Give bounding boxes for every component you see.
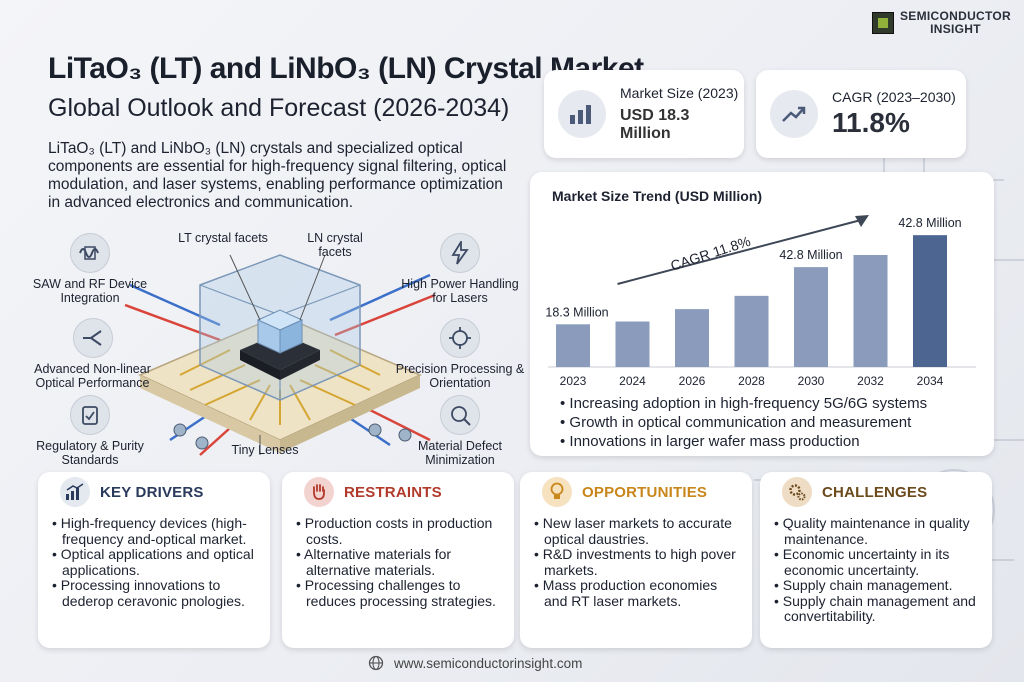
gears-icon: [782, 477, 812, 507]
opportunities-card: OPPORTUNITIES New laser markets to accur…: [520, 472, 752, 648]
market-size-value: USD 18.3 Million: [620, 107, 690, 142]
wave-filter-icon: [70, 233, 110, 273]
feature-defect-minimization-label: Material Defect Minimization: [417, 439, 503, 467]
trend-bullet: Increasing adoption in high-frequency 5G…: [560, 394, 927, 413]
page-subtitle: Global Outlook and Forecast (2026-2034): [48, 94, 510, 122]
list-item: Supply chain management and convertitabi…: [774, 593, 982, 625]
trend-bullets: Increasing adoption in high-frequency 5G…: [560, 394, 927, 451]
feature-saw-rf-label: SAW and RF Device Integration: [32, 277, 148, 305]
key-drivers-title: KEY DRIVERS: [100, 483, 204, 501]
crosshair-icon: [440, 318, 480, 358]
globe-icon: [368, 655, 384, 671]
cagr-value: 11.8%: [832, 107, 910, 138]
list-item: Production costs in production costs.: [296, 515, 504, 547]
chart-x-tick-label: 2023: [560, 374, 587, 388]
market-trend-chart-card: Market Size Trend (USD Million) 2023 18.3…: [530, 172, 994, 456]
opportunities-title: OPPORTUNITIES: [582, 483, 708, 501]
chart-x-tick-label: 2028: [738, 374, 765, 388]
crystal-chip-diagram: LT crystal facets LN crystal facets Tiny…: [30, 225, 530, 475]
chip-logo-icon: [872, 12, 894, 34]
chart-x-tick-label: 2032: [857, 374, 884, 388]
chart-x-tick-label: 2024: [619, 374, 646, 388]
chart-data-label: 42.8 Million: [779, 248, 842, 262]
clipboard-check-icon: [70, 395, 110, 435]
list-item: Alternative materials for alternative ma…: [296, 546, 504, 578]
feature-nonlinear-optical: Advanced Non-linear Optical Performance: [30, 318, 155, 390]
key-drivers-list: High-frequency devices (high-frequency a…: [38, 515, 270, 609]
chart-x-tick-label: 2034: [917, 374, 944, 388]
restraints-card: RESTRAINTS Production costs in productio…: [282, 472, 514, 648]
lightbulb-icon: [542, 477, 572, 507]
chart-bar: [853, 255, 888, 367]
market-trend-bar-chart: 2023 18.3 Million 2024 2026 2028 2030 42.8 Mil…: [545, 215, 976, 388]
restraints-title: RESTRAINTS: [344, 483, 442, 501]
list-item: Processing challenges to reduces process…: [296, 577, 504, 609]
restraints-list: Production costs in production costs. Al…: [282, 515, 514, 609]
feature-precision-processing: Precision Processing & Orientation: [395, 318, 525, 390]
list-item: Optical applications and optical applica…: [52, 546, 260, 578]
feature-regulatory-purity: Regulatory & Purity Standards: [30, 395, 150, 467]
list-item: Supply chain management.: [774, 577, 982, 594]
list-item: Quality maintenance in quality maintenan…: [774, 515, 982, 547]
bar-chart-icon: [558, 90, 606, 138]
cagr-card: CAGR (2023–2030) 11.8%: [756, 70, 966, 158]
chip-illustration: [124, 254, 436, 456]
trend-up-icon: [770, 90, 818, 138]
feature-regulatory-purity-label: Regulatory & Purity Standards: [36, 439, 144, 467]
lt-crystal-facets-callout: LT crystal facets: [178, 231, 268, 245]
magnifier-icon: [440, 395, 480, 435]
chart-bar: [675, 309, 709, 367]
feature-precision-processing-label: Precision Processing & Orientation: [395, 362, 525, 390]
market-size-label: Market Size (2023): [620, 85, 739, 101]
feature-nonlinear-optical-label: Advanced Non-linear Optical Performance: [34, 362, 151, 390]
cagr-label: CAGR (2023–2030): [832, 89, 956, 105]
ln-crystal-facets-callout: LN crystal facets: [307, 231, 363, 259]
cagr-arrow-line: [617, 219, 862, 285]
chart-bar: [913, 235, 947, 367]
cagr-arrow-head: [855, 215, 869, 227]
key-drivers-card: KEY DRIVERS High-frequency devices (high…: [38, 472, 270, 648]
growth-chart-icon: [60, 477, 90, 507]
list-item: High-frequency devices (high-frequency a…: [52, 515, 260, 547]
chart-bar: [556, 324, 590, 367]
trend-bullet: Growth in optical communication and meas…: [560, 413, 927, 432]
feature-high-power: High Power Handling for Lasers: [400, 233, 520, 305]
list-item: New laser markets to accurate optical da…: [534, 515, 742, 547]
website-link[interactable]: www.semiconductorinsight.com: [394, 655, 583, 671]
brand-logo[interactable]: SEMICONDUCTOR INSIGHT: [872, 10, 1011, 36]
feature-defect-minimization: Material Defect Minimization: [400, 395, 520, 467]
chart-bar: [734, 295, 769, 367]
lightning-icon: [440, 233, 480, 273]
challenges-title: CHALLENGES: [822, 483, 928, 501]
list-item: Economic uncertainty in its economic unc…: [774, 546, 982, 578]
chart-x-tick-label: 2030: [798, 374, 825, 388]
feature-saw-rf: SAW and RF Device Integration: [30, 233, 150, 305]
list-item: R&D investments to high pover markets.: [534, 546, 742, 578]
market-size-card: Market Size (2023) USD 18.3 Million: [544, 70, 744, 158]
opportunities-list: New laser markets to accurate optical da…: [520, 515, 752, 609]
chart-data-label: 18.3 Million: [545, 305, 608, 319]
stop-hand-icon: [304, 477, 334, 507]
chart-title: Market Size Trend (USD Million): [552, 188, 763, 204]
chart-x-tick-label: 2026: [679, 374, 706, 388]
footer: www.semiconductorinsight.com: [368, 655, 582, 671]
brand-name: SEMICONDUCTOR INSIGHT: [900, 9, 1012, 36]
chart-bar: [615, 321, 650, 367]
list-item: Processing innovations to dederop ceravo…: [52, 577, 260, 609]
trend-bullet: Innovations in larger wafer mass product…: [560, 432, 927, 451]
chart-data-label: 42.8 Million: [898, 216, 961, 230]
chart-bar: [794, 267, 828, 367]
challenges-card: CHALLENGES Quality maintenance in qualit…: [760, 472, 992, 648]
challenges-list: Quality maintenance in quality maintenan…: [760, 515, 992, 625]
list-item: Mass production economies and RT laser m…: [534, 577, 742, 609]
feature-high-power-label: High Power Handling for Lasers: [401, 277, 519, 305]
tiny-lenses-callout: Tiny Lenses: [231, 443, 299, 457]
split-beam-icon: [72, 318, 113, 358]
cagr-annotation: CAGR 11.8%: [669, 233, 753, 274]
page-description: LiTaO₃ (LT) and LiNbO₃ (LN) crystals and…: [48, 140, 507, 211]
